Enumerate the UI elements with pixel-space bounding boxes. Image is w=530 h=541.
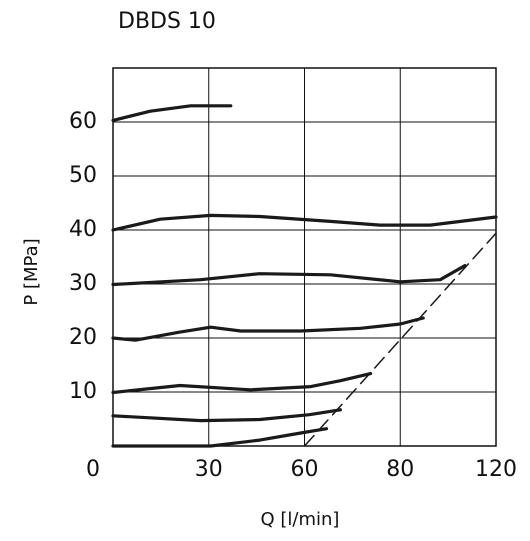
curve (111, 213, 498, 232)
y-tick-label: 30 (69, 271, 97, 296)
y-tick-label: 60 (69, 109, 97, 134)
curve (111, 264, 467, 287)
chart-title: DBDS 10 (118, 9, 216, 34)
curve (303, 232, 497, 447)
x-tick-label: 60 (291, 457, 319, 482)
x-tick-label: 120 (475, 457, 517, 482)
x-tick-label: 30 (195, 457, 223, 482)
x-axis-label: Q [l/min] (261, 509, 340, 530)
y-tick-label: 50 (69, 163, 97, 188)
x-tick-label: 0 (86, 457, 100, 482)
y-tick-label: 40 (69, 217, 97, 242)
curve (111, 408, 342, 423)
curve (111, 316, 425, 342)
y-axis-label: P [MPa] (21, 238, 42, 305)
y-tick-label: 10 (69, 379, 97, 404)
curve (111, 104, 233, 122)
curve (111, 372, 373, 395)
curve (111, 427, 329, 448)
y-tick-label: 20 (69, 325, 97, 350)
x-tick-label: 80 (386, 457, 414, 482)
